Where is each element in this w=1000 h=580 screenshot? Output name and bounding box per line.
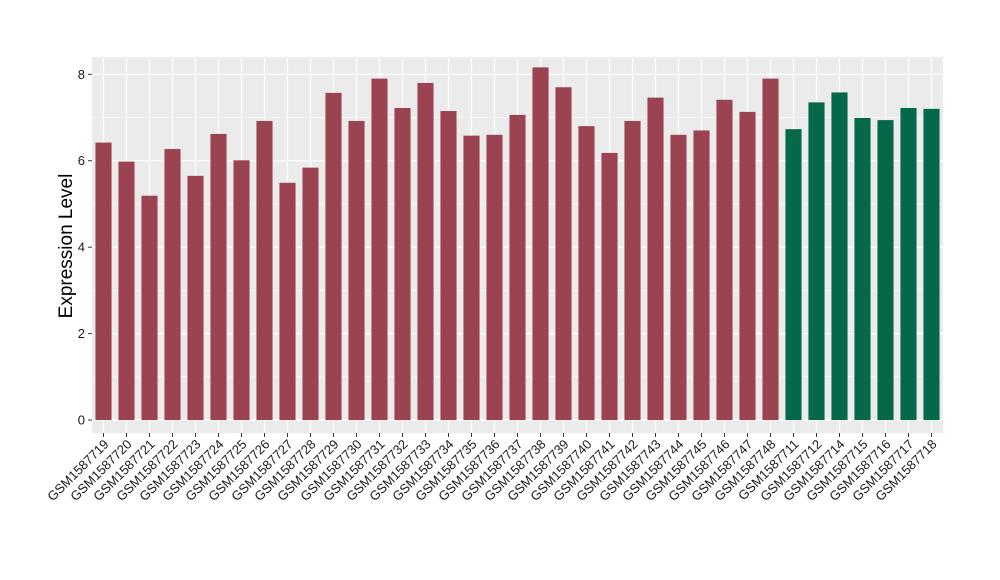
bar-GSM1587723 — [187, 175, 204, 421]
bar-GSM1587733 — [417, 82, 434, 421]
bar-GSM1587722 — [164, 149, 181, 421]
bar-GSM1587743 — [647, 97, 664, 421]
bars — [95, 67, 940, 421]
bar-GSM1587718 — [923, 108, 940, 421]
bar-GSM1587730 — [348, 120, 365, 421]
bar-GSM1587728 — [302, 167, 319, 421]
bar-GSM1587738 — [532, 67, 549, 421]
x-axis: GSM1587719GSM1587720GSM1587721GSM1587722… — [44, 433, 940, 504]
y-tick-label: 6 — [78, 153, 85, 168]
bar-GSM1587736 — [486, 134, 503, 421]
bar-GSM1587720 — [118, 161, 135, 421]
y-tick-label: 2 — [78, 326, 85, 341]
bar-GSM1587731 — [371, 78, 388, 421]
bar-GSM1587717 — [900, 107, 917, 421]
bar-GSM1587735 — [463, 135, 480, 421]
bar-GSM1587742 — [624, 120, 641, 421]
bar-GSM1587725 — [233, 160, 250, 421]
bar-GSM1587741 — [601, 152, 618, 421]
bar-GSM1587719 — [95, 142, 112, 421]
bar-GSM1587745 — [693, 130, 710, 421]
bar-GSM1587740 — [578, 126, 595, 421]
y-tick-label: 0 — [78, 413, 85, 428]
bar-GSM1587747 — [739, 111, 756, 421]
bar-GSM1587724 — [210, 133, 227, 421]
bar-GSM1587734 — [440, 111, 457, 421]
y-tick-label: 8 — [78, 67, 85, 82]
bar-GSM1587746 — [716, 99, 733, 421]
bar-GSM1587716 — [877, 120, 894, 421]
bar-GSM1587748 — [762, 78, 779, 421]
bar-GSM1587712 — [808, 102, 825, 421]
bar-GSM1587729 — [325, 92, 342, 421]
bar-GSM1587732 — [394, 107, 411, 421]
bar-GSM1587726 — [256, 120, 273, 421]
y-axis: 0 2 4 6 8 — [78, 67, 92, 428]
bar-GSM1587739 — [555, 87, 572, 421]
bar-GSM1587715 — [854, 117, 871, 421]
bar-GSM1587714 — [831, 92, 848, 421]
bar-GSM1587711 — [785, 129, 802, 421]
y-axis-title: Expression Level — [56, 174, 77, 319]
bar-GSM1587744 — [670, 134, 687, 421]
bar-GSM1587737 — [509, 114, 526, 421]
bar-GSM1587727 — [279, 182, 296, 421]
bar-GSM1587721 — [141, 195, 158, 421]
y-tick-label: 4 — [78, 240, 85, 255]
